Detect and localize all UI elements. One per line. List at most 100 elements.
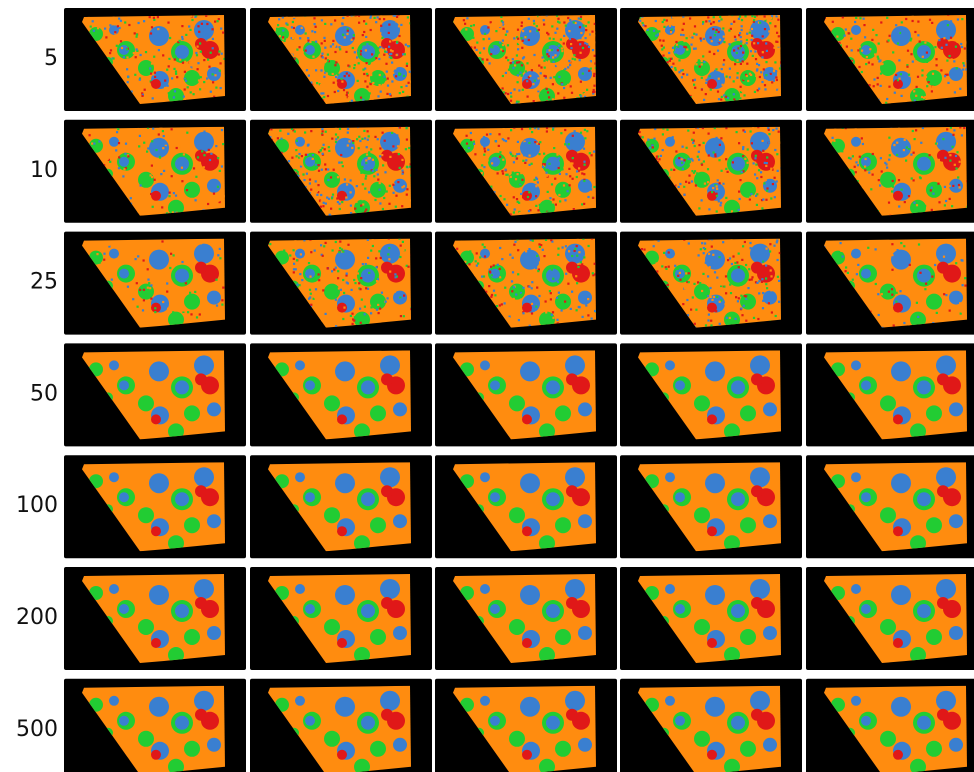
noise-dot: [379, 18, 381, 20]
noise-dot: [490, 266, 492, 268]
noise-dot: [580, 32, 582, 34]
noise-dot: [733, 49, 735, 51]
noise-dot: [345, 274, 347, 276]
noise-dot: [339, 203, 341, 205]
result-tile: [435, 232, 617, 335]
noise-dot: [528, 18, 530, 20]
noise-dot: [710, 48, 712, 50]
noise-dot: [407, 266, 409, 268]
noise-dot: [642, 22, 644, 24]
noise-dot: [878, 314, 880, 316]
noise-dot: [694, 241, 696, 243]
noise-dot: [292, 37, 294, 39]
noise-dot: [886, 17, 888, 19]
noise-dot: [375, 166, 377, 168]
noise-dot: [740, 63, 742, 65]
noise-dot: [548, 96, 550, 98]
noise-dot: [736, 77, 738, 79]
noise-dot: [505, 57, 507, 59]
noise-dot: [948, 37, 950, 39]
noise-dot: [489, 269, 491, 271]
noise-dot: [174, 58, 176, 60]
noise-dot: [768, 133, 770, 135]
noise-dot: [765, 80, 767, 82]
noise-dot: [586, 89, 588, 91]
noise-dot: [309, 276, 311, 278]
noise-dot: [493, 150, 495, 152]
noise-dot: [709, 287, 711, 289]
noise-dot: [341, 81, 343, 83]
noise-dot: [692, 142, 694, 144]
noise-dot: [702, 21, 704, 23]
noise-dot: [896, 201, 898, 203]
noise-dot: [321, 200, 323, 202]
noise-dot: [677, 275, 679, 277]
noise-dot: [508, 265, 510, 267]
noise-dot: [873, 85, 875, 87]
noise-dot: [189, 292, 191, 294]
noise-dot: [705, 145, 707, 147]
noise-dot: [587, 298, 589, 300]
noise-dot: [582, 24, 584, 26]
noise-dot: [775, 76, 777, 78]
noise-dot: [327, 59, 329, 61]
noise-dot: [200, 242, 202, 244]
noise-dot: [395, 75, 397, 77]
noise-dot: [388, 24, 390, 26]
noise-dot: [531, 69, 533, 71]
noise-dot: [926, 52, 928, 54]
noise-dot: [136, 29, 138, 31]
noise-dot: [401, 159, 403, 161]
noise-dot: [701, 242, 703, 244]
noise-dot: [324, 40, 326, 42]
noise-dot: [690, 309, 692, 311]
noise-dot: [375, 272, 377, 274]
noise-dot: [897, 286, 899, 288]
noise-dot: [399, 167, 401, 169]
noise-dot: [584, 42, 586, 44]
noise-dot: [513, 161, 515, 163]
noise-dot: [517, 74, 519, 76]
noise-dot: [556, 154, 558, 156]
noise-dot: [889, 67, 891, 69]
noise-dot: [696, 100, 698, 102]
result-tile: [250, 343, 432, 446]
noise-dot: [758, 280, 760, 282]
noise-dot: [666, 129, 668, 131]
noise-dot: [301, 27, 303, 29]
noise-dot: [212, 38, 214, 40]
tile-image: [250, 567, 432, 670]
noise-dot: [378, 297, 380, 299]
noise-dot: [522, 312, 524, 314]
noise-dot: [913, 96, 915, 98]
noise-dot: [151, 63, 153, 65]
noise-dot: [167, 60, 169, 62]
noise-dot: [165, 146, 167, 148]
noise-dot: [709, 51, 711, 53]
row-label: 200: [16, 605, 58, 630]
noise-dot: [358, 282, 360, 284]
noise-dot: [325, 242, 327, 244]
noise-dot: [487, 177, 489, 179]
noise-dot: [387, 78, 389, 80]
noise-dot: [913, 179, 915, 181]
noise-dot: [499, 156, 501, 158]
noise-dot: [322, 255, 324, 257]
noise-dot: [573, 208, 575, 210]
noise-dot: [901, 21, 903, 23]
noise-dot: [332, 194, 334, 196]
noise-dot: [683, 46, 685, 48]
noise-dot: [310, 304, 312, 306]
noise-dot: [880, 157, 882, 159]
noise-dot: [346, 33, 348, 35]
result-tile: [435, 8, 617, 111]
noise-dot: [769, 314, 771, 316]
noise-dot: [305, 50, 307, 52]
noise-dot: [962, 55, 964, 57]
noise-dot: [396, 41, 398, 43]
tile-image: [435, 232, 617, 335]
noise-dot: [294, 130, 296, 132]
noise-dot: [708, 253, 710, 255]
noise-dot: [327, 54, 329, 56]
noise-dot: [332, 258, 334, 260]
